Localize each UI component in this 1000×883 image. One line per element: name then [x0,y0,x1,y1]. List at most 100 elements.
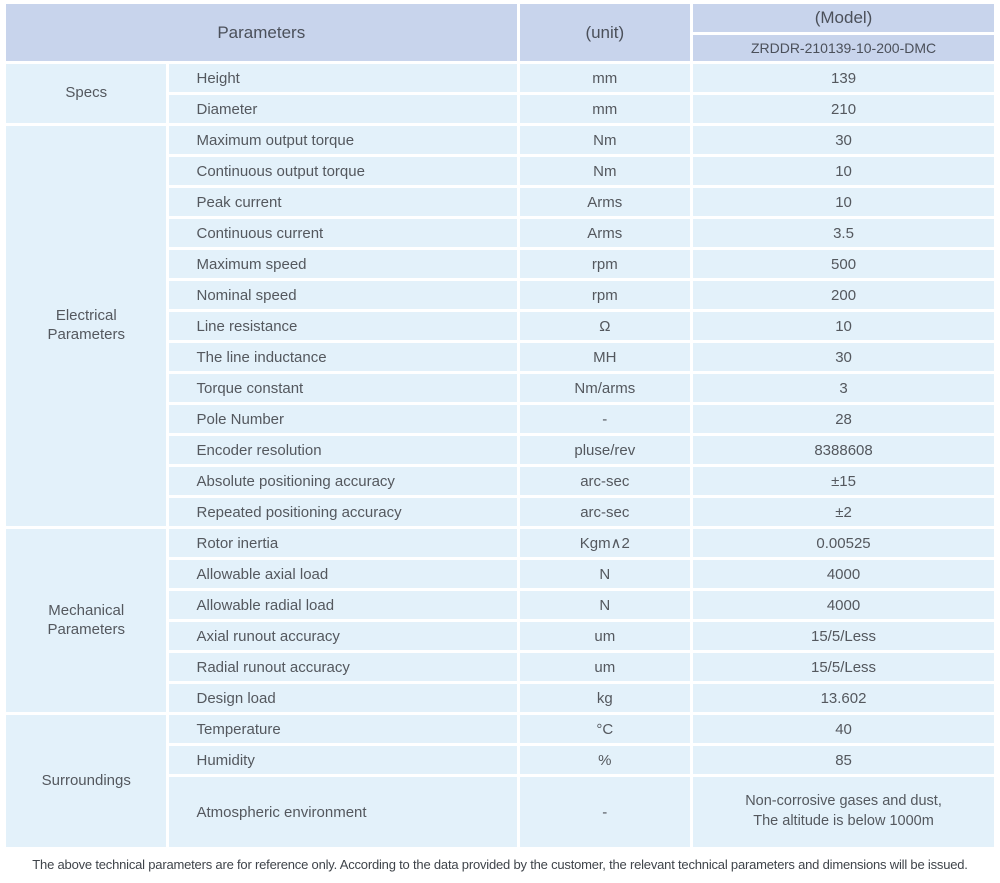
param-name-cell: Encoder resolution [169,436,517,464]
value-cell: 3.5 [693,219,994,247]
unit-cell: Nm/arms [519,374,691,402]
value-cell: Non-corrosive gases and dust, The altitu… [693,777,994,847]
param-name-cell: Continuous current [169,219,517,247]
table-row: Nominal speed rpm 200 [6,281,994,309]
table-row: Peak current Arms 10 [6,188,994,216]
value-cell: 13.602 [693,684,994,712]
table-row: Allowable radial load N 4000 [6,591,994,619]
header-model: (Model) [693,4,994,32]
header-model-value: ZRDDR-210139-10-200-DMC [693,35,994,61]
value-cell: 15/5/Less [693,653,994,681]
value-cell: 200 [693,281,994,309]
unit-cell: Kgm∧2 [519,529,691,557]
param-name-cell: Height [169,64,517,92]
section-label-mechanical-parameters: Mechanical Parameters [6,529,167,712]
unit-cell: N [519,591,691,619]
table-row: Radial runout accuracy um 15/5/Less [6,653,994,681]
param-name-cell: Torque constant [169,374,517,402]
unit-cell: - [519,777,691,847]
param-name-cell: The line inductance [169,343,517,371]
table-row: Mechanical Parameters Rotor inertia Kgm∧… [6,529,994,712]
value-cell: 10 [693,312,994,340]
value-cell: 210 [693,95,994,123]
value-cell: 500 [693,250,994,278]
table-row: Diameter mm 210 [6,95,994,123]
unit-cell: arc-sec [519,498,691,526]
value-cell: 4000 [693,560,994,588]
value-cell: 8388608 [693,436,994,464]
section-label-specs: Specs [6,64,167,123]
footnote: The above technical parameters are for r… [32,857,968,872]
header-row-1: Parameters (unit) (Model) [6,4,994,61]
section-label-surroundings: Surroundings [6,715,167,847]
value-line-1: Non-corrosive gases and dust, [745,793,942,810]
unit-cell: Nm [519,126,691,154]
param-name-cell: Allowable radial load [169,591,517,619]
unit-cell: Arms [519,219,691,247]
param-name-cell: Rotor inertia [169,529,517,557]
value-cell: 40 [693,715,994,743]
value-cell: 10 [693,157,994,185]
table-row: Line resistance Ω 10 [6,312,994,340]
table-row: Surroundings Temperature °C 40 [6,715,994,847]
unit-cell: kg [519,684,691,712]
param-name-cell: Axial runout accuracy [169,622,517,650]
table-row: Absolute positioning accuracy arc-sec ±1… [6,467,994,495]
param-name-cell: Maximum speed [169,250,517,278]
table-row: Atmospheric environment - Non-corrosive … [6,777,994,847]
param-name-cell: Peak current [169,188,517,216]
param-name-cell: Line resistance [169,312,517,340]
table-row: Torque constant Nm/arms 3 [6,374,994,402]
table-row: Pole Number - 28 [6,405,994,433]
param-name-cell: Absolute positioning accuracy [169,467,517,495]
unit-cell: Arms [519,188,691,216]
unit-cell: Ω [519,312,691,340]
table-row: Electrical Parameters Maximum output tor… [6,126,994,526]
table-row: Repeated positioning accuracy arc-sec ±2 [6,498,994,526]
table-row: Specs Height mm 139 [6,64,994,123]
unit-cell: mm [519,64,691,92]
table-row: The line inductance MH 30 [6,343,994,371]
unit-cell: N [519,560,691,588]
unit-cell: Nm [519,157,691,185]
unit-cell: °C [519,715,691,743]
table-row: Encoder resolution pluse/rev 8388608 [6,436,994,464]
unit-cell: rpm [519,250,691,278]
section-label-electrical-parameters: Electrical Parameters [6,126,167,526]
value-cell: 30 [693,126,994,154]
param-name-cell: Temperature [169,715,517,743]
unit-cell: mm [519,95,691,123]
value-cell: 28 [693,405,994,433]
table-row: Design load kg 13.602 [6,684,994,712]
value-cell: 85 [693,746,994,774]
spec-table: Parameters (unit) (Model) ZRDDR-210139-1… [3,1,997,850]
param-name-cell: Allowable axial load [169,560,517,588]
param-name-cell: Design load [169,684,517,712]
param-name-cell: Maximum output torque [169,126,517,154]
table-row: Axial runout accuracy um 15/5/Less [6,622,994,650]
table-row: Maximum speed rpm 500 [6,250,994,278]
table-row: Continuous current Arms 3.5 [6,219,994,247]
param-name-cell: Radial runout accuracy [169,653,517,681]
param-name-cell: Humidity [169,746,517,774]
unit-cell: arc-sec [519,467,691,495]
value-cell: ±15 [693,467,994,495]
value-line-2: The altitude is below 1000m [753,813,934,829]
param-name-cell: Atmospheric environment [169,777,517,847]
unit-cell: % [519,746,691,774]
param-name-cell: Repeated positioning accuracy [169,498,517,526]
unit-cell: - [519,405,691,433]
unit-cell: MH [519,343,691,371]
table-row: Continuous output torque Nm 10 [6,157,994,185]
param-name-cell: Diameter [169,95,517,123]
value-cell: 4000 [693,591,994,619]
header-parameters: Parameters [6,4,517,61]
unit-cell: um [519,653,691,681]
param-name-cell: Continuous output torque [169,157,517,185]
value-cell: 30 [693,343,994,371]
value-cell: ±2 [693,498,994,526]
unit-cell: pluse/rev [519,436,691,464]
value-cell: 10 [693,188,994,216]
value-cell: 15/5/Less [693,622,994,650]
